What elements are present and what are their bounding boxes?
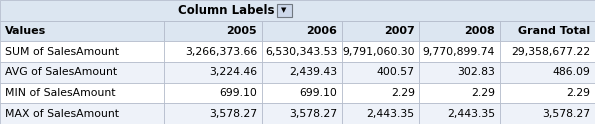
Text: Column Labels: Column Labels: [178, 4, 274, 17]
Text: 2.29: 2.29: [391, 88, 415, 98]
Text: 2,439.43: 2,439.43: [289, 67, 337, 77]
Text: 6,530,343.53: 6,530,343.53: [265, 47, 337, 57]
Text: MAX of SalesAmount: MAX of SalesAmount: [5, 109, 119, 119]
Bar: [419, 83, 500, 103]
Bar: [0, 103, 164, 124]
Text: 3,224.46: 3,224.46: [209, 67, 257, 77]
Text: 3,266,373.66: 3,266,373.66: [185, 47, 257, 57]
Text: 3,578.27: 3,578.27: [289, 109, 337, 119]
Text: AVG of SalesAmount: AVG of SalesAmount: [5, 67, 117, 77]
FancyBboxPatch shape: [277, 4, 292, 17]
Bar: [342, 62, 419, 83]
Text: Grand Total: Grand Total: [518, 26, 590, 36]
Bar: [342, 103, 419, 124]
Text: 9,770,899.74: 9,770,899.74: [422, 47, 495, 57]
Text: 2007: 2007: [384, 26, 415, 36]
Text: 2005: 2005: [227, 26, 257, 36]
Text: 29,358,677.22: 29,358,677.22: [511, 47, 590, 57]
Bar: [164, 103, 262, 124]
Text: 486.09: 486.09: [552, 67, 590, 77]
Bar: [262, 62, 342, 83]
Bar: [419, 103, 500, 124]
Text: Values: Values: [5, 26, 46, 36]
Bar: [0, 62, 164, 83]
Text: 2.29: 2.29: [566, 88, 590, 98]
Bar: [342, 21, 419, 41]
Bar: [262, 41, 342, 62]
Bar: [500, 41, 595, 62]
Text: 3,578.27: 3,578.27: [542, 109, 590, 119]
Bar: [500, 62, 595, 83]
Text: 3,578.27: 3,578.27: [209, 109, 257, 119]
Bar: [419, 62, 500, 83]
Bar: [164, 21, 262, 41]
Bar: [262, 21, 342, 41]
Text: 2008: 2008: [464, 26, 495, 36]
Bar: [0, 21, 164, 41]
Bar: [262, 83, 342, 103]
Text: 2006: 2006: [306, 26, 337, 36]
Text: 400.57: 400.57: [377, 67, 415, 77]
Bar: [0, 83, 164, 103]
Bar: [262, 103, 342, 124]
Text: ▼: ▼: [281, 7, 287, 13]
Bar: [500, 103, 595, 124]
Bar: [500, 83, 595, 103]
Bar: [164, 41, 262, 62]
Text: MIN of SalesAmount: MIN of SalesAmount: [5, 88, 115, 98]
Text: 2,443.35: 2,443.35: [367, 109, 415, 119]
Bar: [342, 41, 419, 62]
Text: 2,443.35: 2,443.35: [447, 109, 495, 119]
Bar: [164, 62, 262, 83]
Bar: [164, 83, 262, 103]
Bar: [0, 41, 164, 62]
Text: 2.29: 2.29: [471, 88, 495, 98]
Text: 699.10: 699.10: [299, 88, 337, 98]
Text: 9,791,060.30: 9,791,060.30: [342, 47, 415, 57]
Bar: [342, 83, 419, 103]
Text: 699.10: 699.10: [219, 88, 257, 98]
Bar: [0, 0, 595, 21]
Bar: [500, 21, 595, 41]
Text: 302.83: 302.83: [457, 67, 495, 77]
Bar: [419, 41, 500, 62]
Bar: [419, 21, 500, 41]
Text: SUM of SalesAmount: SUM of SalesAmount: [5, 47, 119, 57]
